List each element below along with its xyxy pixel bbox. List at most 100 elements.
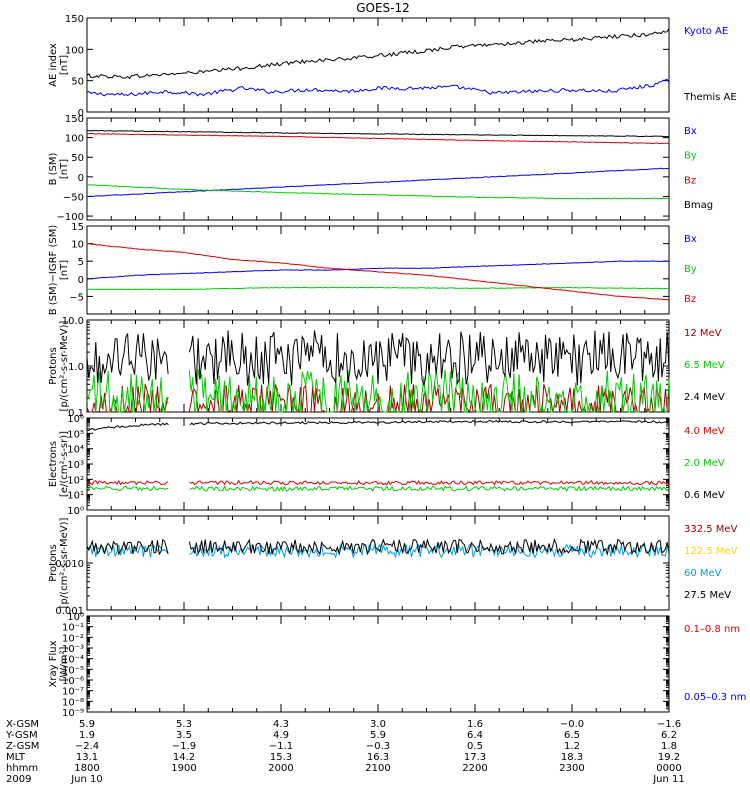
- y-tick-label: 150: [65, 114, 84, 125]
- y-axis-label: B (SM): [48, 152, 59, 185]
- y-axis-label: B (SM)−IGRF (SM): [48, 225, 59, 316]
- panel-b_sm: −100 −50 0 50 100 150 B (SM) [nT] Bx By Bz Bmag: [48, 114, 713, 223]
- panel-protons_low: 0.1 1.0 10.0 Protons [p/(cm²-s-sr-MeV)] 12 Me…: [48, 316, 725, 419]
- panel-b_igrf: −5 0 5 10 15 B (SM)−IGRF (SM) [nT] Bx By Bz: [48, 222, 697, 315]
- legend-27-5-mev: 27.5 MeV: [684, 590, 731, 601]
- x-tick-value: 6.4: [467, 730, 483, 741]
- panel-frame: [86, 225, 670, 315]
- x-tick-value: Jun 11: [652, 774, 685, 785]
- panel-frame: [86, 515, 670, 611]
- x-tick-value: −1.9: [172, 741, 196, 752]
- y-tick-label: 0: [78, 275, 84, 286]
- panel-ae: 0 50 100 150 AE index [nT] Kyoto AE Themis AE: [48, 14, 737, 119]
- y-axis-label: AE index: [48, 43, 59, 87]
- x-tick-value: 1.6: [467, 719, 483, 730]
- series-2-0-mev: [86, 485, 670, 492]
- x-tick-value: 2000: [268, 763, 293, 774]
- series-2-4-mev: [86, 330, 670, 387]
- x-tick-value: −0.0: [560, 719, 584, 730]
- legend-2-4-mev: 2.4 MeV: [684, 392, 725, 403]
- x-tick-value: 5.9: [79, 719, 95, 730]
- y-tick-label: 10⁻²: [62, 633, 84, 644]
- legend-0-05-0-3-nm: 0.05–0.3 nm: [684, 692, 746, 703]
- x-tick-value: −1.6: [657, 719, 681, 730]
- y-tick-label: −100: [57, 212, 84, 223]
- y-tick-label: 5: [78, 257, 84, 268]
- x-tick-value: 5.9: [370, 730, 386, 741]
- legend-4-0-mev: 4.0 MeV: [684, 426, 725, 437]
- y-tick-label: 10⁵: [67, 429, 84, 440]
- y-tick-label: 10⁶: [67, 414, 84, 425]
- legend-0-1-0-8-nm: 0.1–0.8 nm: [684, 624, 740, 635]
- x-tick-value: 17.3: [464, 752, 486, 763]
- y-axis-label: [W/m²]: [59, 646, 70, 681]
- x-tick-value: 15.3: [270, 752, 292, 763]
- series-by: [86, 184, 670, 200]
- y-tick-label: 10⁻⁹: [62, 708, 84, 719]
- x-row-label: MLT: [6, 752, 26, 763]
- series-kyoto-ae: [86, 78, 670, 97]
- y-axis-label: [p/(cm²-s-sr-MeV)]: [59, 320, 70, 411]
- legend-bx: Bx: [684, 234, 697, 245]
- legend-122-5-mev: 122.5 MeV: [684, 546, 738, 557]
- y-tick-label: 0.1: [68, 408, 84, 419]
- legend-2-0-mev: 2.0 MeV: [684, 458, 725, 469]
- y-axis-label: [p/(cm²-s-sr-MeV)]: [59, 517, 70, 608]
- x-tick-value: −2.4: [75, 741, 99, 752]
- x-tick-value: 0.5: [467, 741, 483, 752]
- y-tick-label: 10.0: [62, 316, 84, 327]
- x-tick-value: −0.3: [366, 741, 390, 752]
- x-tick-value: 6.5: [564, 730, 580, 741]
- x-tick-value: 3.0: [370, 719, 386, 730]
- y-tick-label: 10: [71, 240, 84, 251]
- series-0-6-mev: [86, 419, 670, 432]
- panel-frame: [86, 117, 670, 221]
- y-tick-label: 10¹: [67, 491, 84, 502]
- y-tick-label: 10⁻¹: [62, 623, 84, 634]
- x-tick-value: 2200: [462, 763, 487, 774]
- legend-kyoto-ae: Kyoto AE: [684, 26, 728, 37]
- series-bx: [86, 260, 670, 280]
- y-tick-label: 0: [78, 173, 84, 184]
- y-tick-label: 0: [78, 108, 84, 119]
- x-tick-value: 4.9: [273, 730, 289, 741]
- y-axis-label: [e/(cm²-s-sr)]: [59, 431, 70, 497]
- legend-bz: Bz: [684, 175, 696, 186]
- x-tick-value: 1800: [74, 763, 99, 774]
- y-tick-label: 10³: [67, 460, 84, 471]
- y-axis-label: Protons: [48, 347, 59, 384]
- x-row-label: Y-GSM: [5, 730, 38, 741]
- y-tick-label: 10²: [67, 475, 84, 486]
- legend-bz: Bz: [684, 294, 696, 305]
- x-tick-value: 1900: [171, 763, 196, 774]
- x-tick-value: 2100: [365, 763, 390, 774]
- x-axis-table: X-GSMY-GSMZ-GSMMLThhmm20095.91.9−2.413.1…: [5, 719, 685, 785]
- series-60-mev: [86, 543, 670, 559]
- y-tick-label: 10⁰: [67, 612, 84, 623]
- x-tick-value: 2300: [559, 763, 584, 774]
- y-tick-label: −5: [69, 292, 84, 303]
- legend-0-6-mev: 0.6 MeV: [684, 490, 725, 501]
- x-tick-value: 14.2: [173, 752, 195, 763]
- x-tick-value: 0000: [656, 763, 681, 774]
- y-tick-label: 10⁴: [67, 445, 84, 456]
- x-tick-value: 6.2: [661, 730, 677, 741]
- y-tick-label: 10⁻³: [62, 644, 84, 655]
- y-tick-label: 100: [65, 45, 84, 56]
- y-tick-label: 150: [65, 14, 84, 25]
- x-tick-value: 13.1: [76, 752, 98, 763]
- y-axis-label: [nT]: [59, 55, 70, 75]
- y-tick-label: 10⁰: [67, 506, 84, 517]
- series-bmag: [86, 130, 670, 138]
- x-tick-value: 5.3: [176, 719, 192, 730]
- x-tick-value: −1.1: [269, 741, 293, 752]
- panel-electrons: 10⁰ 10¹ 10² 10³ 10⁴ 10⁵ 10⁶ Electrons [e/(cm²-s-…: [48, 414, 725, 517]
- panel-frame: [86, 417, 670, 511]
- y-tick-label: 50: [71, 153, 84, 164]
- y-tick-label: 0.010: [55, 559, 84, 570]
- y-tick-label: 10⁻⁵: [62, 665, 84, 676]
- y-tick-label: 1.0: [68, 362, 84, 373]
- y-tick-label: 10⁻⁶: [62, 676, 84, 687]
